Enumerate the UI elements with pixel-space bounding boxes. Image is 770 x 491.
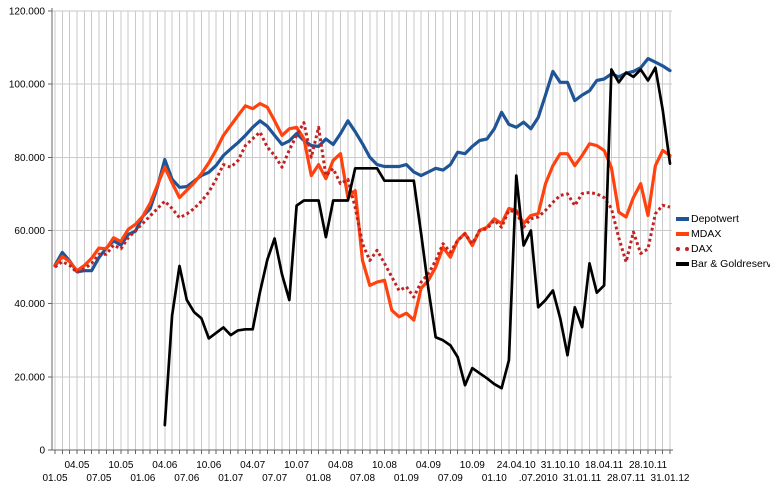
x-tick-label-upper: 28.10.11 (629, 460, 668, 471)
x-tick-label-upper: 04.06 (152, 460, 177, 471)
legend-swatch (676, 216, 689, 221)
legend-swatch (676, 261, 689, 266)
x-tick-label-upper: 04.08 (328, 460, 353, 471)
legend-swatch (676, 246, 689, 251)
legend-label: Depotwert (691, 212, 739, 225)
x-tick-label-upper: 04.09 (416, 460, 441, 471)
x-tick-label-lower: 31.01.11 (563, 473, 602, 484)
x-tick-label-lower: 07.07 (262, 473, 287, 484)
x-tick-label-lower: 01.05 (42, 473, 67, 484)
x-tick-label-lower: 07.05 (86, 473, 111, 484)
legend-item-dax: DAX (676, 241, 770, 256)
x-tick-label-upper: 10.08 (372, 460, 397, 471)
series-line-mdax (53, 101, 672, 322)
y-tick-label: 100.000 (9, 80, 46, 91)
legend-label: MDAX (691, 227, 722, 240)
x-tick-label-lower: 07.08 (350, 473, 375, 484)
x-tick-label-upper: 04.07 (240, 460, 265, 471)
series-line-bar-goldreserven (163, 66, 672, 427)
legend-label: DAX (691, 242, 713, 255)
x-tick-label-lower: 07.06 (174, 473, 199, 484)
x-tick-label-lower: 01.10 (482, 473, 507, 484)
x-tick-label-upper: 31.10.10 (541, 460, 580, 471)
x-tick-label-upper: 10.09 (460, 460, 485, 471)
legend-item-bar-goldreserven: Bar & Goldreserven (676, 256, 770, 271)
x-tick-label-lower: 01.08 (306, 473, 331, 484)
x-tick-label-upper: 18.04.11 (585, 460, 624, 471)
x-tick-label-upper: 04.05 (64, 460, 89, 471)
gridlines (52, 10, 672, 450)
chart-legend: Depotwert MDAX DAX Bar & Goldreserven (676, 211, 770, 271)
y-tick-label: 20.000 (14, 372, 45, 383)
legend-swatch (676, 231, 689, 236)
x-tick-label-lower: 07.09 (438, 473, 463, 484)
x-tick-label-upper: 10.06 (196, 460, 221, 471)
x-tick-label-upper: 10.05 (108, 460, 133, 471)
x-tick-label-upper: 10.07 (284, 460, 309, 471)
y-tick-label: 60.000 (14, 226, 45, 237)
y-tick-label: 0 (39, 446, 45, 457)
legend-item-depotwert: Depotwert (676, 211, 770, 226)
y-tick-label: 80.000 (14, 153, 45, 164)
x-tick-label-lower: 01.09 (394, 473, 419, 484)
y-tick-label: 40.000 (14, 299, 45, 310)
series-line-dax (54, 121, 671, 299)
x-tick-label-upper: 24.04.10 (497, 460, 536, 471)
x-tick-label-lower: 01.06 (130, 473, 155, 484)
legend-label: Bar & Goldreserven (691, 257, 770, 270)
x-tick-label-lower: 01.07 (218, 473, 243, 484)
x-tick-label-lower: 31.01.12 (651, 473, 690, 484)
legend-item-mdax: MDAX (676, 226, 770, 241)
x-tick-label-lower: .07.2010 (519, 473, 558, 484)
axes (48, 8, 673, 454)
axis-labels: 0 20.000 40.000 60.000 80.000 100.000 120.000 0… (9, 7, 690, 485)
x-tick-label-lower: 28.07.11 (607, 473, 646, 484)
y-tick-label: 120.000 (9, 7, 46, 18)
